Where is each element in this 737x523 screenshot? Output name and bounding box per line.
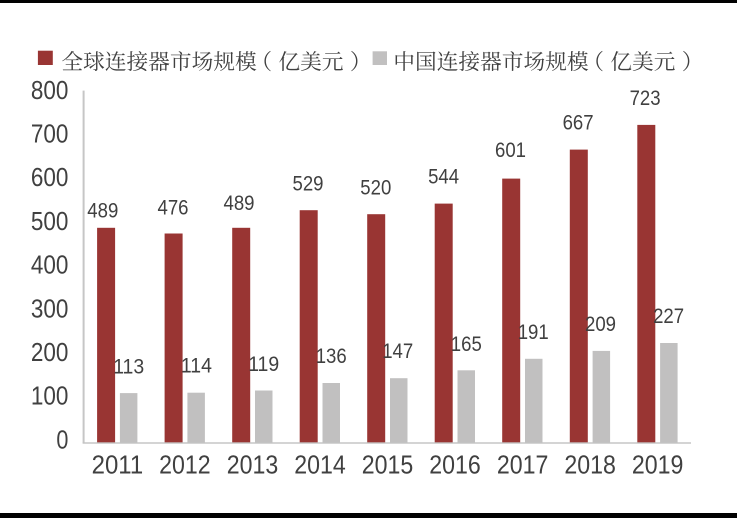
svg-text:113: 113 bbox=[113, 354, 144, 378]
svg-text:200: 200 bbox=[31, 337, 69, 367]
svg-text:136: 136 bbox=[316, 344, 347, 368]
svg-text:2016: 2016 bbox=[429, 449, 481, 479]
svg-text:0: 0 bbox=[56, 424, 68, 454]
svg-text:520: 520 bbox=[360, 176, 391, 200]
svg-text:2017: 2017 bbox=[497, 449, 549, 479]
svg-text:191: 191 bbox=[518, 320, 549, 344]
svg-text:2011: 2011 bbox=[92, 449, 144, 479]
svg-text:667: 667 bbox=[563, 110, 594, 134]
svg-text:2014: 2014 bbox=[294, 449, 346, 479]
svg-text:600: 600 bbox=[31, 162, 69, 192]
svg-text:2018: 2018 bbox=[564, 449, 616, 479]
svg-text:165: 165 bbox=[451, 332, 482, 356]
svg-text:489: 489 bbox=[87, 199, 118, 223]
svg-text:209: 209 bbox=[585, 312, 616, 336]
svg-text:100: 100 bbox=[31, 381, 69, 411]
svg-text:2012: 2012 bbox=[159, 449, 211, 479]
svg-text:400: 400 bbox=[31, 250, 69, 280]
svg-text:2013: 2013 bbox=[227, 449, 279, 479]
svg-text:800: 800 bbox=[31, 75, 69, 105]
svg-text:489: 489 bbox=[224, 191, 255, 215]
svg-text:227: 227 bbox=[653, 304, 684, 328]
svg-text:500: 500 bbox=[31, 206, 69, 236]
svg-text:2019: 2019 bbox=[632, 449, 684, 479]
svg-text:114: 114 bbox=[181, 353, 212, 377]
svg-text:119: 119 bbox=[248, 352, 279, 376]
svg-text:2015: 2015 bbox=[362, 449, 414, 479]
svg-text:601: 601 bbox=[495, 138, 526, 162]
svg-text:300: 300 bbox=[31, 293, 69, 323]
svg-text:147: 147 bbox=[382, 339, 413, 363]
svg-text:544: 544 bbox=[428, 164, 459, 188]
svg-text:723: 723 bbox=[630, 86, 661, 110]
svg-text:700: 700 bbox=[31, 119, 69, 149]
svg-text:476: 476 bbox=[158, 195, 189, 219]
svg-text:529: 529 bbox=[293, 171, 324, 195]
